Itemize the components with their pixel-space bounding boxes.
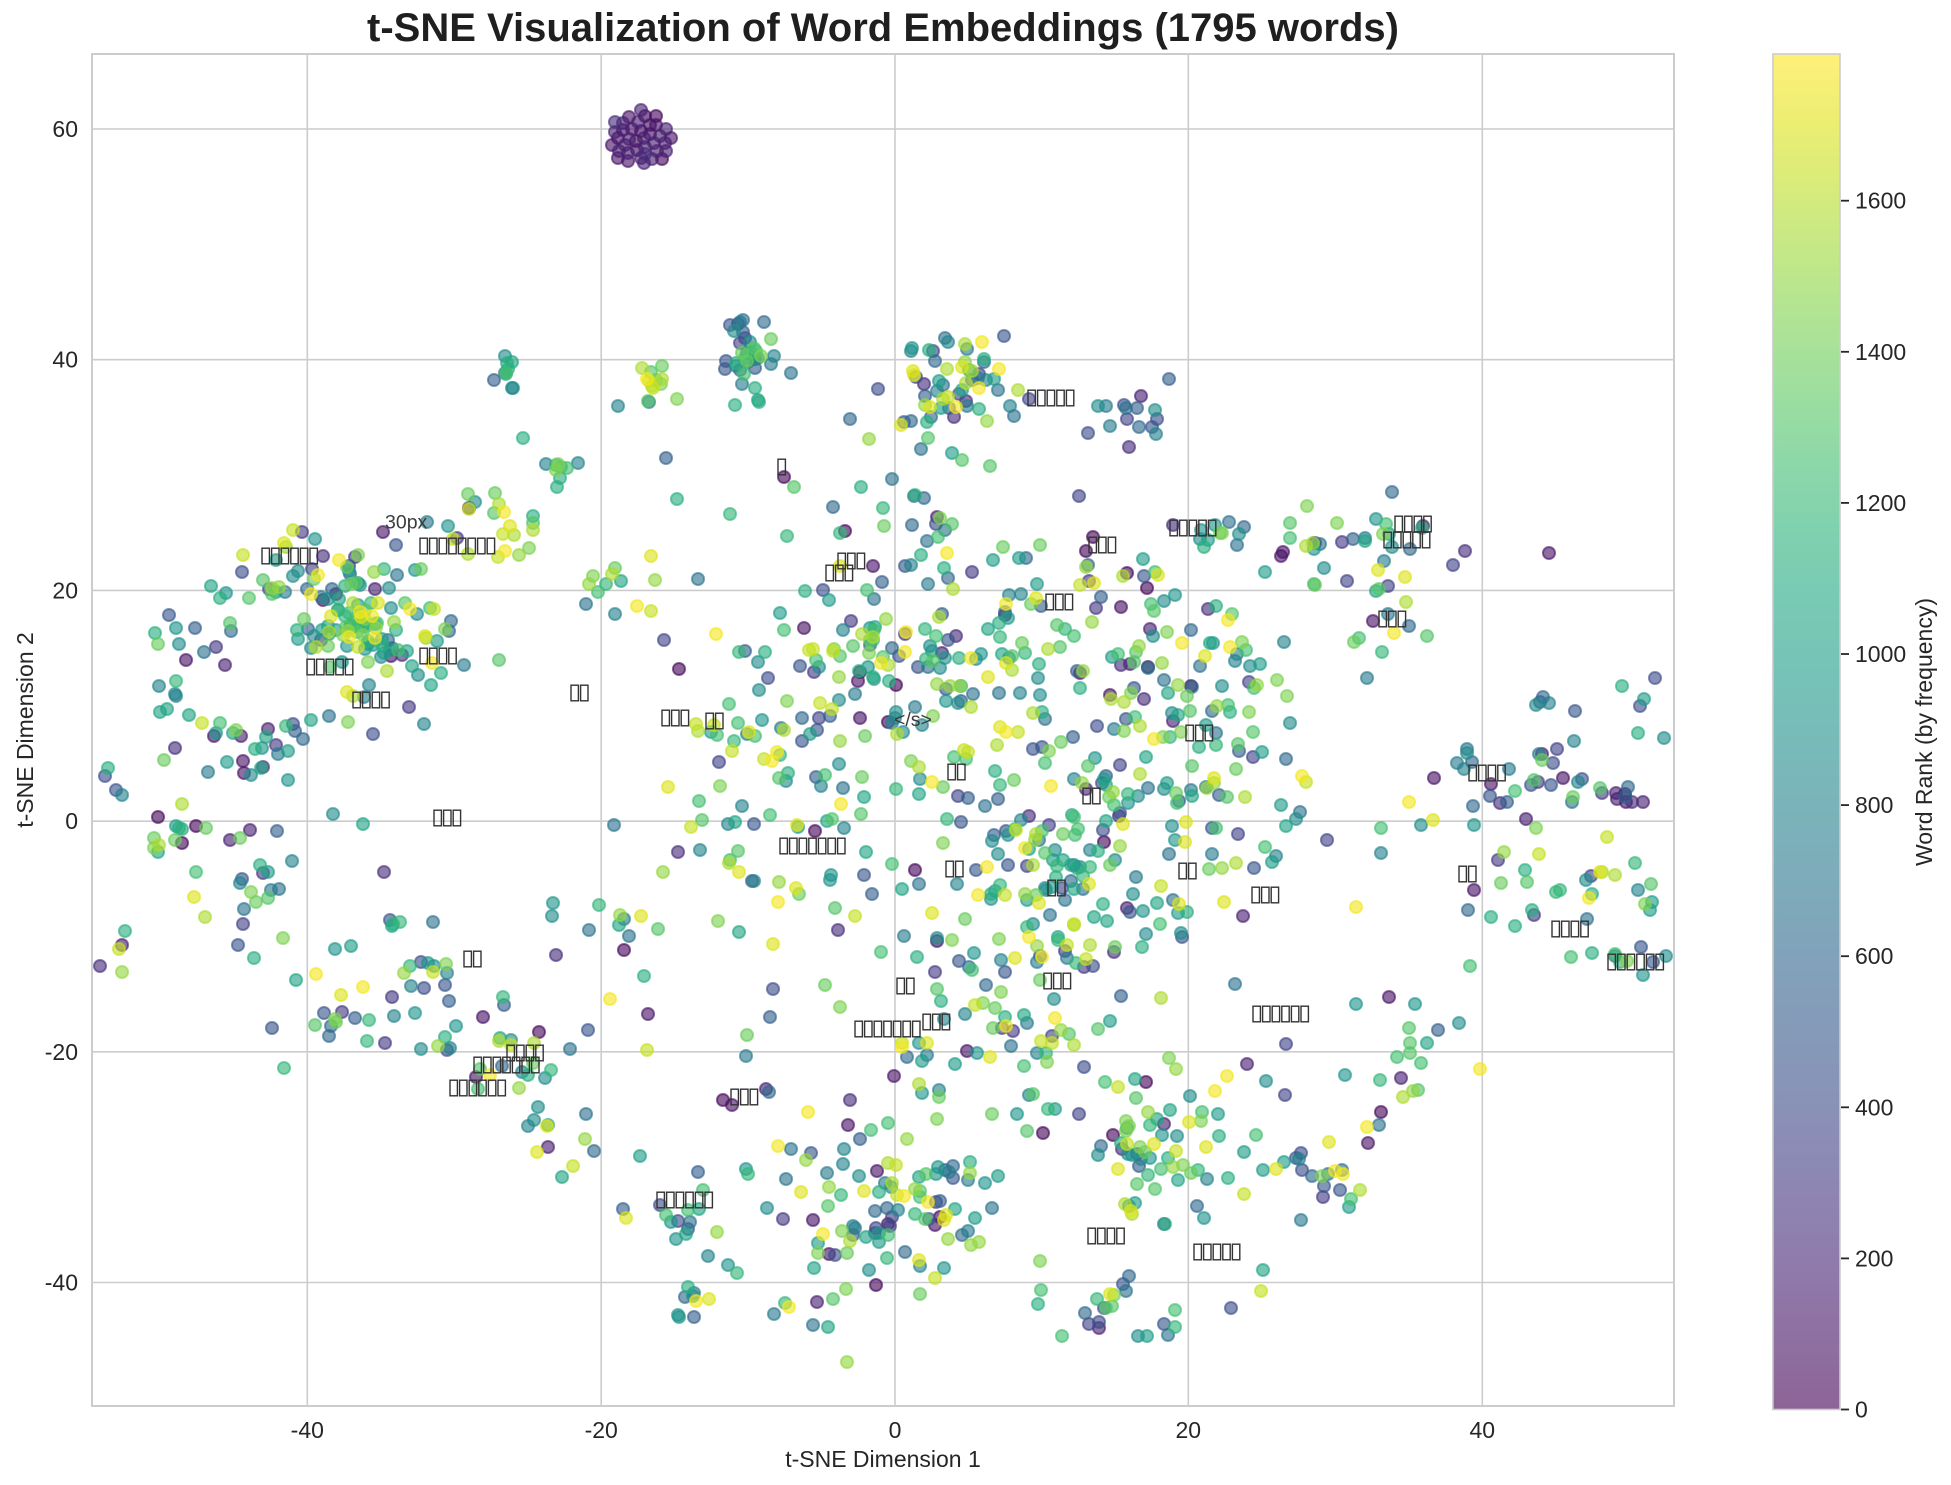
svg-text:0: 0 (1855, 1397, 1868, 1423)
svg-text:1600: 1600 (1855, 188, 1906, 214)
svg-text:200: 200 (1855, 1245, 1893, 1271)
svg-text:800: 800 (1855, 792, 1893, 818)
svg-text:40: 40 (1470, 1417, 1496, 1443)
svg-text:40: 40 (52, 347, 78, 373)
svg-text:30px: 30px (385, 512, 428, 534)
svg-text:</s>: </s> (894, 709, 932, 731)
svg-text:t-SNE Dimension 1: t-SNE Dimension 1 (785, 1446, 981, 1472)
svg-text:1000: 1000 (1855, 641, 1906, 667)
svg-text:0: 0 (889, 1417, 902, 1443)
svg-text:1200: 1200 (1855, 490, 1906, 516)
svg-text:-40: -40 (291, 1417, 324, 1443)
svg-text:20: 20 (1176, 1417, 1202, 1443)
svg-text:t-SNE Visualization of Word Em: t-SNE Visualization of Word Embeddings (… (367, 6, 1399, 50)
svg-text:1400: 1400 (1855, 339, 1906, 365)
svg-text:-20: -20 (585, 1417, 618, 1443)
svg-text:60: 60 (52, 116, 78, 142)
svg-text:0: 0 (65, 808, 78, 834)
svg-text:-20: -20 (45, 1039, 78, 1065)
svg-text:Word Rank (by frequency): Word Rank (by frequency) (1911, 598, 1937, 866)
svg-text:t-SNE Dimension 2: t-SNE Dimension 2 (12, 632, 38, 828)
svg-text:20: 20 (52, 577, 78, 603)
svg-text:-40: -40 (45, 1270, 78, 1296)
svg-text:600: 600 (1855, 943, 1893, 969)
svg-text:400: 400 (1855, 1094, 1893, 1120)
